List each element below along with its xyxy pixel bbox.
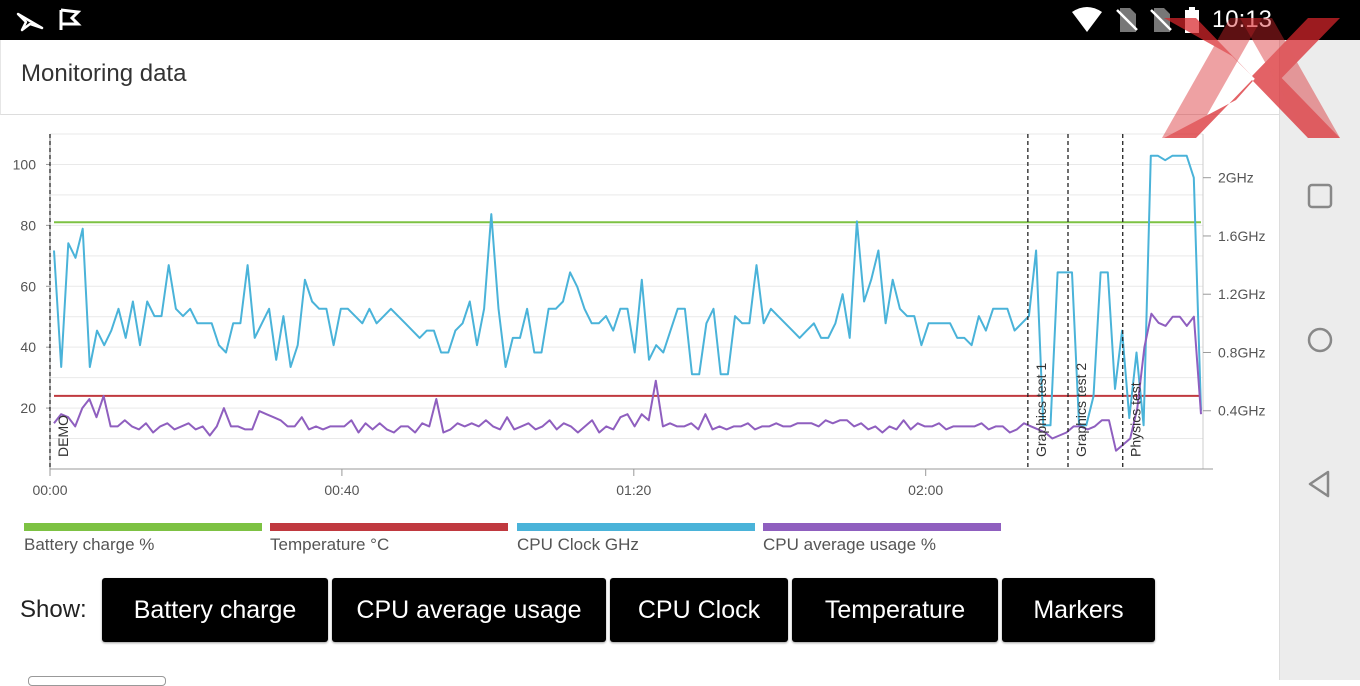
y-right-tick-label: 1.6GHz <box>1218 228 1265 244</box>
battery-charge-button[interactable]: Battery charge <box>102 578 328 642</box>
legend-swatch-cpu-usage <box>763 523 1001 531</box>
x-tick-label: 00:40 <box>324 482 359 498</box>
marker-label: DEMO <box>55 415 71 457</box>
legend-swatch-cpu-clock <box>517 523 755 531</box>
main-content: Monitoring data 20 40 60 80 100 0.4GHz 0.8GHz 1… <box>0 40 1281 680</box>
no-sim-icon <box>1116 8 1138 32</box>
monitoring-chart: 20 40 60 80 100 0.4GHz 0.8GHz 1.2GHz 1.6GHz 2GHz 0… <box>13 133 1265 498</box>
watermark-logo <box>1162 18 1340 138</box>
marker-label: Physics test <box>1128 382 1144 457</box>
show-label: Show: <box>20 596 87 623</box>
legend-label-battery: Battery charge % <box>24 535 155 554</box>
y-left-tick-label: 80 <box>20 217 36 233</box>
legend-swatch-battery <box>24 523 262 531</box>
legend-label-cpu-clock: CPU Clock GHz <box>517 535 639 554</box>
back-icon[interactable] <box>1302 466 1338 502</box>
app-icon-checkflag <box>59 8 82 30</box>
series-cpu-clock-line <box>53 154 1202 427</box>
legend-swatch-temperature <box>270 523 508 531</box>
legend-item-battery: Battery charge % <box>24 523 262 555</box>
marker-label: Graphics test 2 <box>1073 363 1089 457</box>
y-left-tick-label: 100 <box>13 156 37 172</box>
y-right-tick-label: 0.8GHz <box>1218 344 1265 360</box>
legend-item-temperature: Temperature °C <box>270 523 508 555</box>
y-right-tick-label: 1.2GHz <box>1218 286 1265 302</box>
clock: 10:13 <box>1212 6 1272 34</box>
legend-label-cpu-usage: CPU average usage % <box>763 535 936 554</box>
y-right-tick-label: 0.4GHz <box>1218 403 1265 419</box>
y-left-tick-label: 20 <box>20 400 36 416</box>
series-cpu-usage-line <box>53 312 1202 452</box>
marker-label: Graphics test 1 <box>1033 363 1049 457</box>
wifi-icon <box>1071 7 1102 32</box>
partial-button[interactable] <box>28 676 166 686</box>
x-tick-label: 02:00 <box>908 482 943 498</box>
no-sim-icon <box>1150 8 1172 32</box>
cpu-clock-button[interactable]: CPU Clock <box>610 578 788 642</box>
app-icon-arrow <box>16 12 44 32</box>
cpu-average-usage-button[interactable]: CPU average usage <box>332 578 606 642</box>
y-right-tick-label: 2GHz <box>1218 170 1254 186</box>
legend-item-cpu-clock: CPU Clock GHz <box>517 523 755 555</box>
home-icon[interactable] <box>1302 322 1338 358</box>
legend-label-temperature: Temperature °C <box>270 535 390 554</box>
page-header: Monitoring data <box>0 40 1281 115</box>
temperature-button[interactable]: Temperature <box>792 578 998 642</box>
page-title: Monitoring data <box>21 60 187 87</box>
status-bar: 10:13 <box>0 0 1360 40</box>
y-left-tick-label: 60 <box>20 278 36 294</box>
x-tick-label: 01:20 <box>616 482 651 498</box>
recents-icon[interactable] <box>1302 178 1338 214</box>
markers-button[interactable]: Markers <box>1002 578 1155 642</box>
legend-item-cpu-usage: CPU average usage % <box>763 523 1001 555</box>
y-left-tick-label: 40 <box>20 339 36 355</box>
x-tick-label: 00:00 <box>32 482 67 498</box>
navigation-bar <box>1279 40 1360 680</box>
